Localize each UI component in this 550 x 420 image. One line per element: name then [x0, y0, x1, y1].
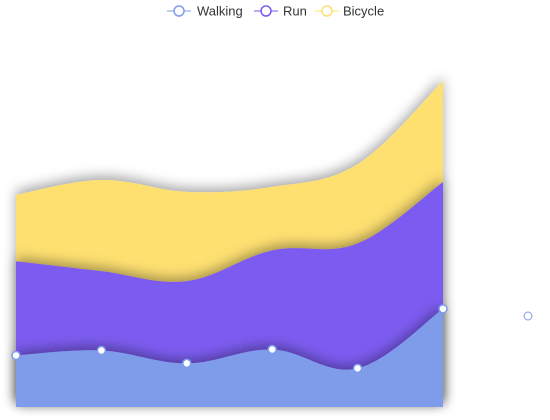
legend-run-marker-icon — [260, 5, 272, 17]
legend: Walking Run Bicycle — [167, 4, 384, 19]
area-walking — [16, 308, 443, 407]
data-point-walking[interactable] — [96, 345, 107, 356]
legend-run-label: Run — [283, 4, 307, 19]
legend-bicycle-marker-icon — [321, 5, 333, 17]
handle-icon[interactable] — [523, 311, 533, 321]
legend-item-walking[interactable]: Walking — [167, 4, 243, 19]
data-point-walking[interactable] — [438, 304, 448, 314]
area-run — [16, 181, 443, 407]
data-point-walking[interactable] — [182, 358, 192, 369]
legend-walking-label: Walking — [197, 4, 243, 19]
areas-layer — [16, 80, 443, 407]
legend-item-run[interactable]: Run — [254, 4, 307, 19]
legend-item-bicycle[interactable]: Bicycle — [315, 4, 384, 19]
legend-walking-marker-icon — [173, 5, 185, 17]
legend-bicycle-label: Bicycle — [343, 4, 384, 19]
data-point-walking[interactable] — [352, 363, 363, 374]
points-layer — [11, 304, 448, 374]
data-point-walking[interactable] — [11, 350, 21, 361]
data-point-walking[interactable] — [267, 344, 277, 355]
